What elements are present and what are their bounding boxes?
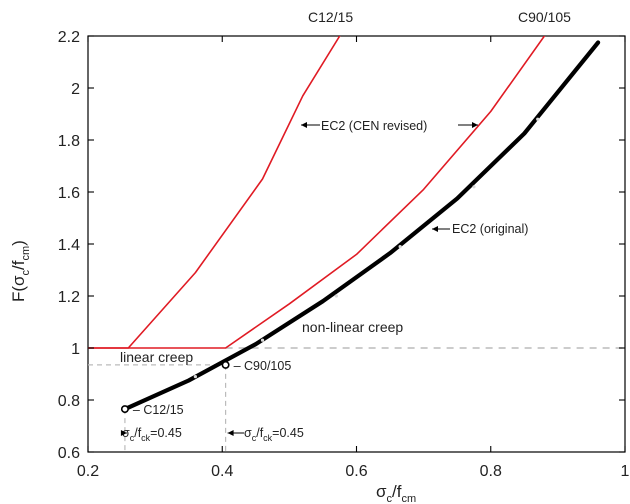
series-cen-revised-c90-105 <box>88 36 546 349</box>
x-tick-label: 0.2 <box>77 463 99 480</box>
series-ec2-original <box>122 40 601 412</box>
y-tick-label: 1.6 <box>58 185 80 202</box>
y-tick-label: 2 <box>71 81 80 98</box>
original-curve-marker <box>260 338 265 342</box>
reference-lines <box>88 347 625 452</box>
label-non-linear-creep: non-linear creep <box>302 319 403 335</box>
original-curve-marker <box>536 117 540 121</box>
y-tick-label: 1.4 <box>58 237 80 254</box>
arrow-original-head <box>432 226 438 232</box>
arrow-fck-right-head <box>227 430 234 436</box>
arrow-cen-right-head <box>472 122 478 128</box>
y-tick-label: 0.6 <box>58 445 80 462</box>
label-linear-creep: linear creep <box>120 349 193 365</box>
original-curve-marker <box>193 375 197 379</box>
point-c12-15 <box>120 405 129 414</box>
point-c90-105 <box>221 360 230 369</box>
x-tick-label: 1 <box>621 463 630 480</box>
ticks-group: 0.2 0.4 0.6 0.8 1 0.6 0.8 1 1.2 1.4 1.6 1.8 2 2.2 <box>58 29 630 480</box>
y-tick-label: 1 <box>71 341 80 358</box>
fck-label-left: σc/fck=0.45 <box>122 426 182 443</box>
label-ec2-original: EC2 (original) <box>452 222 528 236</box>
y-tick-label: 2.2 <box>58 29 80 46</box>
original-curve-marker <box>472 185 476 189</box>
y-axis-title: F(σc/fcm) <box>9 240 32 302</box>
x-axis-title: σc/fcm <box>376 482 416 504</box>
fck-label-right: σc/fck=0.45 <box>244 426 304 443</box>
x-tick-label: 0.8 <box>480 463 502 480</box>
point-label-c90-105: – C90/105 <box>234 359 292 373</box>
arrow-fck-left-head <box>120 430 127 436</box>
annotations-group: C12/15 C90/105 EC2 (CEN revised) EC2 (or… <box>9 9 571 504</box>
label-c12-15-top: C12/15 <box>308 9 353 25</box>
original-curve-marker <box>398 245 402 249</box>
original-curve-marker <box>334 294 338 298</box>
y-tick-label: 1.2 <box>58 289 80 306</box>
x-tick-label: 0.6 <box>345 463 367 480</box>
label-c90-105-top: C90/105 <box>518 9 571 25</box>
y-tick-label: 1.8 <box>58 133 80 150</box>
arrow-cen-left-head <box>301 122 307 128</box>
x-tick-label: 0.4 <box>211 463 233 480</box>
series-group <box>88 36 601 412</box>
label-cen-revised: EC2 (CEN revised) <box>321 119 427 133</box>
y-tick-label: 0.8 <box>58 393 80 410</box>
point-label-c12-15: – C12/15 <box>133 403 184 417</box>
